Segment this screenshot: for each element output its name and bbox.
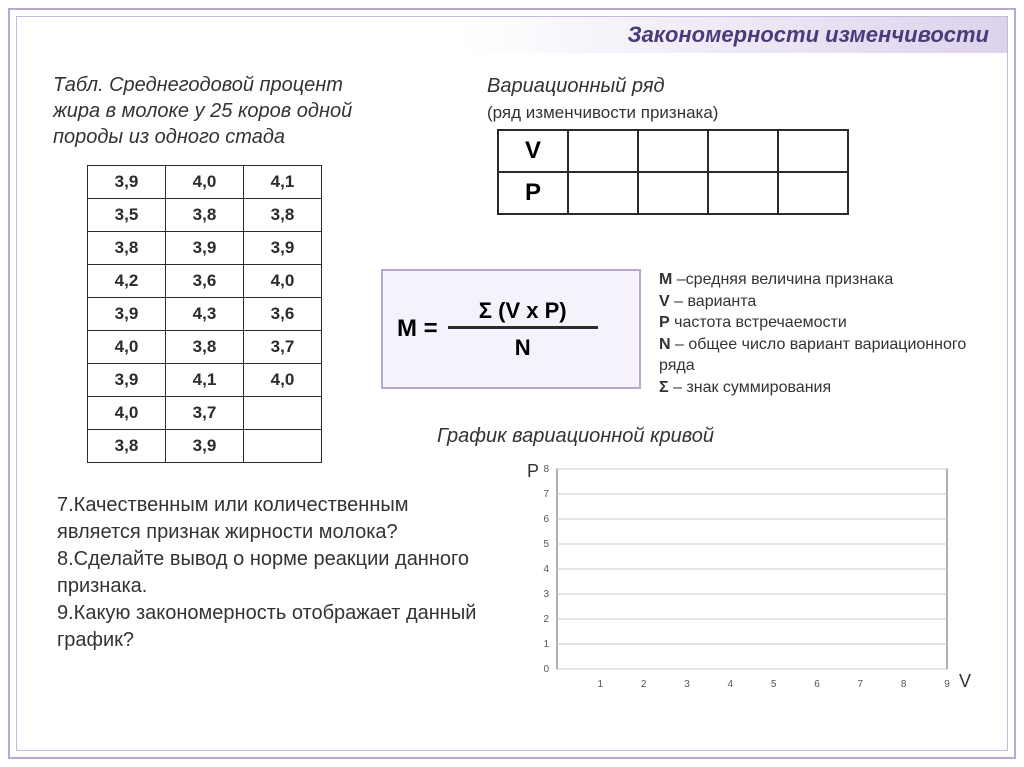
svg-text:V: V (959, 671, 971, 691)
variation-curve-chart: 0 1 2 3 4 5 6 7 8 1 2 3 4 5 6 7 8 9 P V (507, 459, 977, 709)
svg-text:3: 3 (543, 589, 549, 600)
outer-frame: Закономерности изменчивости Табл. Средне… (8, 8, 1016, 759)
legend-p: P частота встречаемости (659, 312, 999, 334)
table-cell: 4,0 (88, 331, 166, 364)
formula-numerator: Σ (V x P) (465, 298, 581, 326)
legend-v: V – варианта (659, 291, 999, 313)
vp-cell (638, 130, 708, 172)
vp-row-label: P (498, 172, 568, 214)
svg-text:6: 6 (814, 679, 820, 690)
table-cell: 4,0 (166, 166, 244, 199)
vp-cell (778, 130, 848, 172)
table-cell: 3,7 (244, 331, 322, 364)
svg-text:1: 1 (543, 639, 549, 650)
table-cell: 3,8 (166, 199, 244, 232)
svg-text:7: 7 (858, 679, 864, 690)
svg-text:1: 1 (598, 679, 604, 690)
fat-percent-table: 3,94,04,13,53,83,83,83,93,94,23,64,03,94… (87, 165, 322, 463)
table-cell: 3,8 (88, 232, 166, 265)
formula-fraction: Σ (V x P) N (448, 298, 598, 361)
table-cell (244, 430, 322, 463)
table-cell: 3,9 (244, 232, 322, 265)
legend-s: Σ – знак суммирования (659, 377, 999, 399)
svg-text:3: 3 (684, 679, 690, 690)
question-8: 8.Сделайте вывод о норме реакции данного… (57, 546, 477, 600)
vp-cell (568, 172, 638, 214)
page-header: Закономерности изменчивости (17, 17, 1007, 53)
svg-text:0: 0 (543, 664, 549, 675)
table-cell: 3,8 (166, 331, 244, 364)
table-cell: 3,6 (244, 298, 322, 331)
vp-cell (708, 130, 778, 172)
table-cell: 3,9 (166, 232, 244, 265)
table-cell: 3,6 (166, 265, 244, 298)
table-cell: 3,9 (88, 166, 166, 199)
table-cell: 3,5 (88, 199, 166, 232)
questions-block: 7.Качественным или количественным являет… (57, 492, 477, 654)
table-cell: 4,0 (88, 397, 166, 430)
table-cell: 3,9 (88, 298, 166, 331)
page-title: Закономерности изменчивости (627, 22, 989, 48)
svg-text:4: 4 (728, 679, 734, 690)
legend-n: N – общее число вариант вариационного ря… (659, 334, 999, 377)
svg-text:9: 9 (944, 679, 950, 690)
svg-text:7: 7 (543, 489, 549, 500)
vp-cell (778, 172, 848, 214)
svg-text:6: 6 (543, 514, 549, 525)
table-cell: 3,8 (88, 430, 166, 463)
svg-text:4: 4 (543, 564, 549, 575)
table-cell: 4,0 (244, 265, 322, 298)
svg-text:8: 8 (543, 464, 549, 475)
table-cell: 3,8 (244, 199, 322, 232)
vp-row-label: V (498, 130, 568, 172)
table-cell: 4,1 (244, 166, 322, 199)
table-cell (244, 397, 322, 430)
table-cell: 3,9 (166, 430, 244, 463)
formula-legend: М –средняя величина признака V – вариант… (659, 269, 999, 399)
variation-row-subtitle: (ряд изменчивости признака) (487, 103, 718, 123)
vp-cell (708, 172, 778, 214)
table-cell: 4,3 (166, 298, 244, 331)
graph-title: График вариационной кривой (437, 425, 714, 448)
table-cell: 4,2 (88, 265, 166, 298)
formula-lhs: M = (397, 315, 438, 343)
vp-cell (638, 172, 708, 214)
data-table-caption: Табл. Среднегодовой процент жира в молок… (53, 72, 383, 150)
svg-text:2: 2 (543, 614, 549, 625)
variation-row-title: Вариационный ряд (487, 75, 665, 98)
svg-text:2: 2 (641, 679, 647, 690)
vp-cell (568, 130, 638, 172)
legend-m: М –средняя величина признака (659, 269, 999, 291)
table-cell: 4,1 (166, 364, 244, 397)
question-9: 9.Какую закономерность отображает данный… (57, 600, 477, 654)
table-cell: 3,9 (88, 364, 166, 397)
inner-frame: Закономерности изменчивости Табл. Средне… (16, 16, 1008, 751)
svg-text:8: 8 (901, 679, 907, 690)
svg-text:5: 5 (771, 679, 777, 690)
question-7: 7.Качественным или количественным являет… (57, 492, 477, 546)
svg-text:P: P (527, 461, 539, 481)
svg-text:5: 5 (543, 539, 549, 550)
table-cell: 3,7 (166, 397, 244, 430)
formula-denominator: N (515, 329, 531, 361)
table-cell: 4,0 (244, 364, 322, 397)
formula-box: M = Σ (V x P) N (381, 269, 641, 389)
variation-row-table: VP (497, 129, 849, 215)
